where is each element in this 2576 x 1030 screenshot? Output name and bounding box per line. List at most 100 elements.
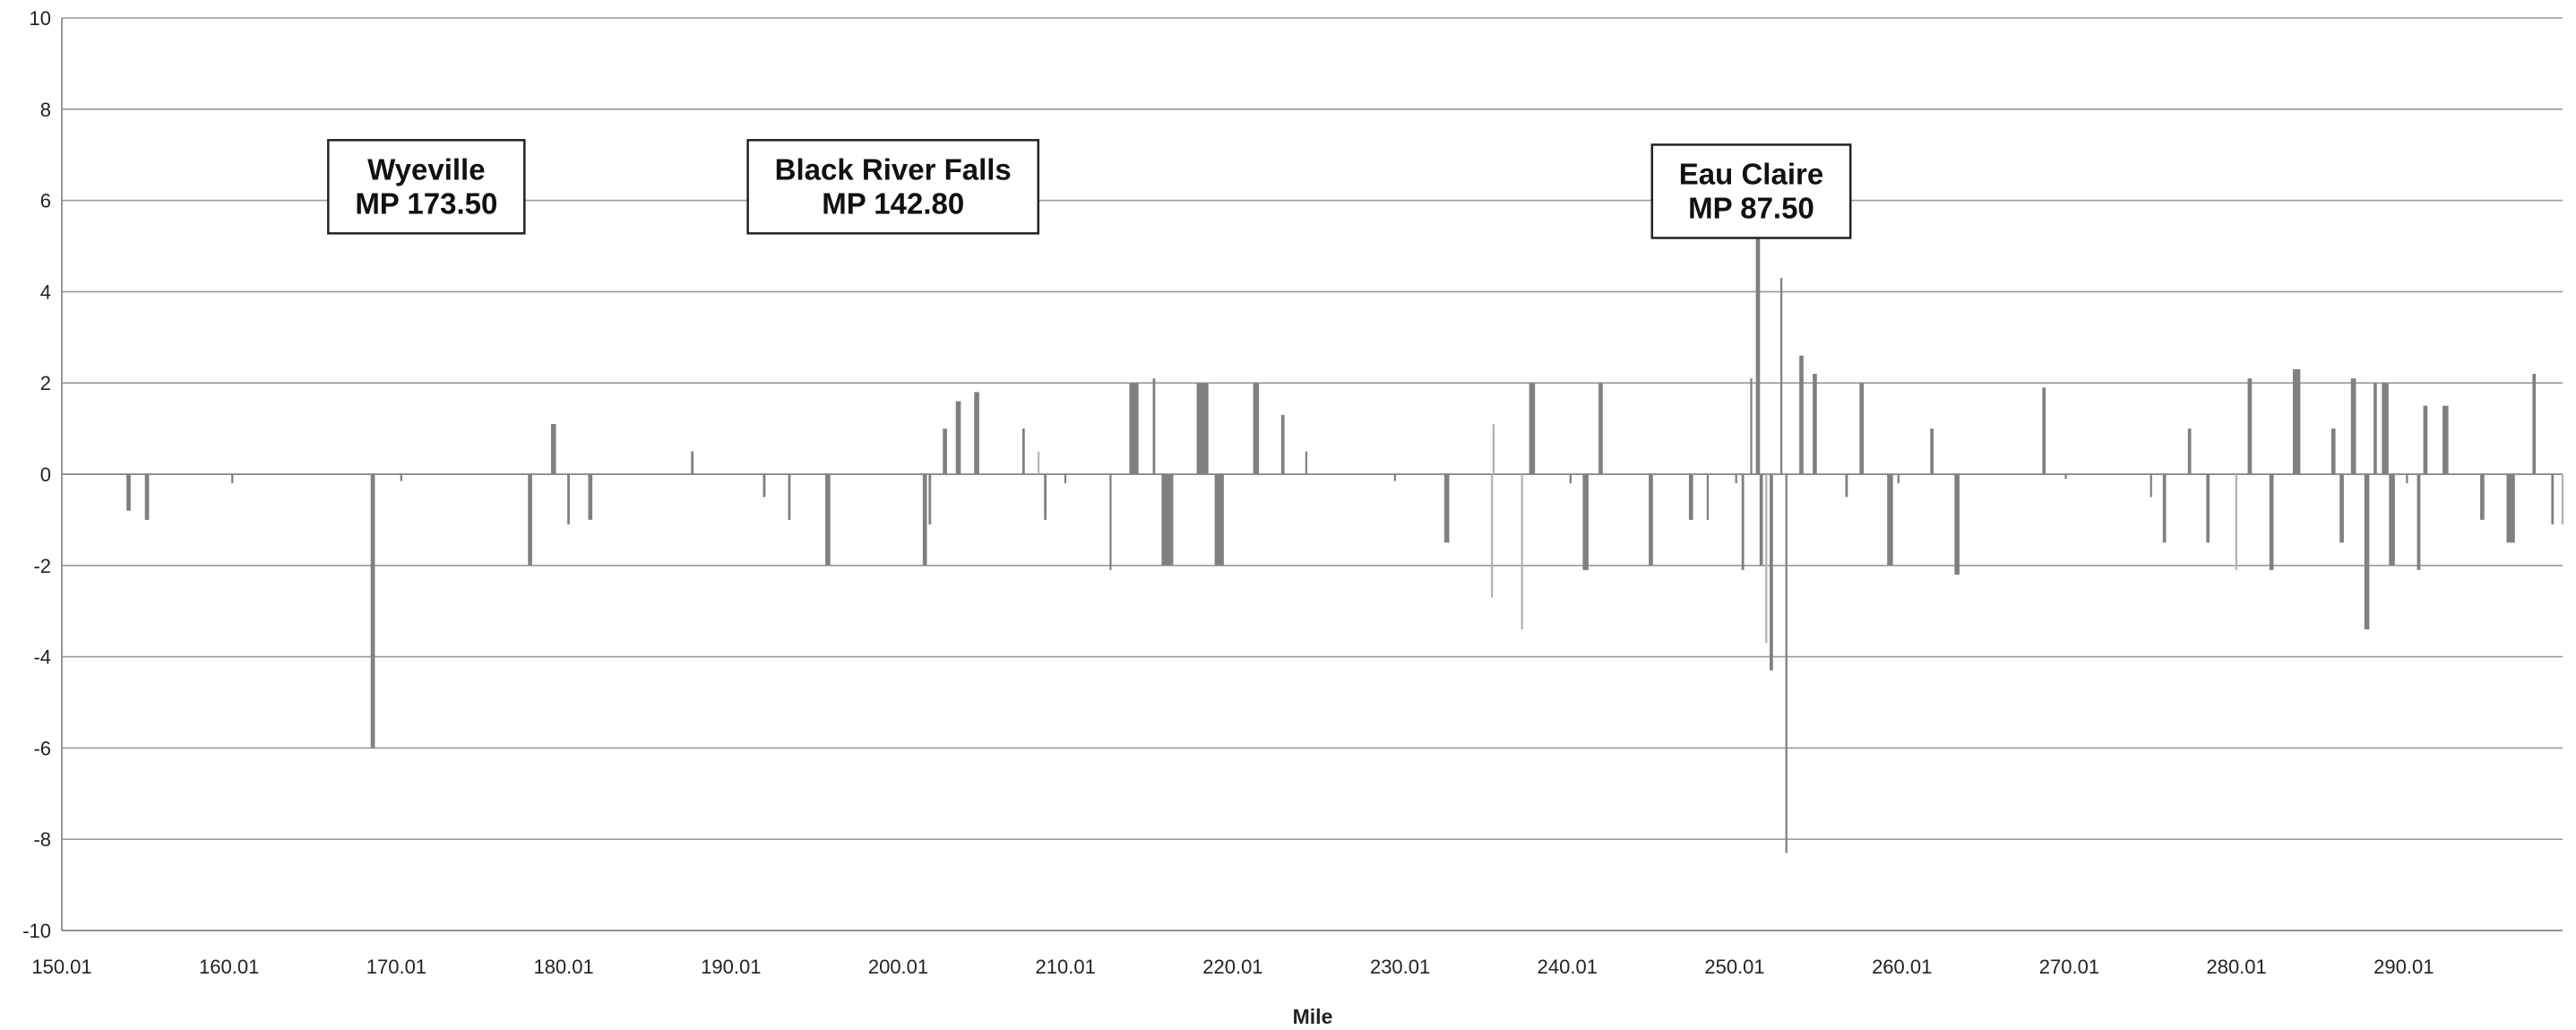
bar [126, 474, 131, 511]
x-tick-label: 250.01 [1704, 956, 1764, 978]
annotation-box [746, 139, 1040, 235]
x-tick-label: 240.01 [1538, 956, 1598, 978]
bar [588, 474, 593, 520]
bar [1129, 383, 1139, 474]
y-tick-label: -8 [33, 828, 51, 851]
bar [567, 474, 570, 524]
bar [1897, 474, 1900, 484]
bar [1253, 383, 1260, 474]
bar [1196, 383, 1209, 474]
bar [1044, 474, 1047, 520]
y-tick-label: -6 [33, 737, 51, 759]
bar [788, 474, 791, 520]
bar [1887, 474, 1893, 566]
bar [1845, 474, 1848, 498]
bar [928, 474, 932, 524]
bar [1582, 474, 1589, 570]
bar [1759, 474, 1763, 566]
y-tick-label: 0 [40, 463, 51, 486]
bar [2389, 474, 2395, 566]
bar [2406, 474, 2408, 484]
annotation-text: MP 142.80 [822, 186, 964, 220]
bar [2480, 474, 2485, 520]
bar [2064, 474, 2067, 480]
bar [1492, 424, 1495, 474]
bar [1859, 383, 1865, 474]
bar [2506, 474, 2515, 543]
x-tick-labels: 150.01 160.01 170.01 180.01 190.01 200.01 210.… [31, 956, 2434, 978]
bar [1521, 474, 1523, 630]
y-tick-label: 2 [40, 372, 51, 394]
x-tick-label: 220.01 [1202, 956, 1262, 978]
bar [1785, 474, 1788, 853]
bar [370, 474, 375, 749]
bar [1930, 428, 1934, 474]
bar [2442, 405, 2449, 474]
bar [2330, 428, 2336, 474]
x-tick-label: 260.01 [1872, 956, 1932, 978]
bar [231, 474, 234, 484]
bar [1649, 474, 1653, 566]
x-tick-label: 280.01 [2206, 956, 2266, 978]
bar [1706, 474, 1710, 520]
y-tick-label: 6 [40, 190, 51, 212]
bar [1529, 383, 1536, 474]
bar [400, 474, 402, 481]
x-tick-label: 270.01 [2039, 956, 2099, 978]
y-tick-label: 10 [30, 7, 51, 30]
bar [1161, 474, 1174, 566]
y-tick-labels: 10 8 6 4 2 0 -2 -4 -6 -8 -10 [22, 7, 51, 942]
bar [2364, 474, 2370, 630]
bar [1779, 278, 1783, 474]
x-tick-label: 200.01 [868, 956, 928, 978]
x-tick-label: 230.01 [1370, 956, 1430, 978]
bar [2551, 474, 2554, 524]
x-axis-title: Mile [1293, 1005, 1333, 1028]
annotation-box [327, 139, 526, 235]
x-tick-label: 210.01 [1036, 956, 1096, 978]
bar [1598, 383, 1603, 474]
annotation-text: Wyeville [367, 152, 485, 186]
bar [2042, 387, 2046, 474]
bar [1750, 378, 1753, 474]
bar [2150, 474, 2152, 498]
y-tick-label: 8 [40, 99, 51, 121]
bar [825, 474, 831, 566]
bar [2162, 474, 2167, 543]
bar [2247, 378, 2253, 474]
annotation-text: MP 173.50 [355, 186, 497, 220]
bar [974, 392, 979, 474]
bar-series [126, 200, 2564, 853]
bar [1954, 474, 1960, 575]
bar [1813, 374, 1817, 474]
bar [550, 424, 556, 474]
x-tick-label: 290.01 [2374, 956, 2434, 978]
bar [2532, 374, 2537, 474]
y-tick-label: -2 [33, 555, 51, 577]
bar [1765, 474, 1768, 644]
bar [1064, 474, 1067, 484]
bar [691, 451, 694, 474]
bar [2350, 378, 2356, 474]
bar [1688, 474, 1693, 520]
bar [1735, 474, 1737, 484]
bar [2339, 474, 2344, 543]
x-tick-label: 180.01 [533, 956, 593, 978]
bar [1490, 474, 1494, 598]
annotation-text: Black River Falls [775, 152, 1012, 186]
bar [1770, 474, 1773, 671]
bar [2235, 474, 2238, 570]
x-tick-label: 170.01 [366, 956, 426, 978]
bar [2561, 474, 2564, 524]
bar [762, 474, 766, 498]
bar [2292, 368, 2301, 474]
annotation-box [1650, 143, 1852, 239]
bar [1109, 474, 1112, 570]
y-tick-label: -10 [22, 920, 51, 942]
bar [1305, 451, 1307, 474]
bar [144, 474, 150, 520]
